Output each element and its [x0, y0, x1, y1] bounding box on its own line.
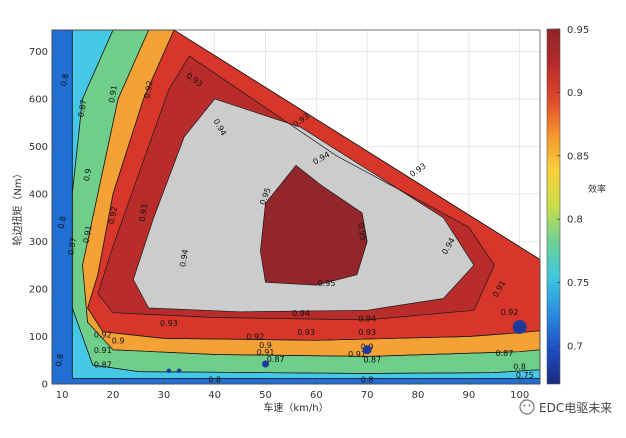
- contour-label: 0.92: [94, 331, 112, 340]
- colorbar-tick-label: 0.95: [567, 25, 589, 36]
- x-tick-label: 60: [310, 390, 323, 401]
- contour-label: 0.75: [516, 371, 534, 380]
- contour-label: 0.87: [496, 349, 514, 358]
- y-tick-label: 100: [29, 332, 48, 343]
- contour-label: 0.91: [82, 225, 94, 244]
- region-0.85: [72, 30, 541, 374]
- colorbar-tick-label: 0.85: [567, 151, 589, 162]
- wechat-icon-eye-right: [528, 404, 531, 407]
- contour-label: 0.8: [513, 362, 526, 371]
- x-tick-label: 20: [107, 390, 120, 401]
- y-tick-label: 200: [29, 284, 48, 295]
- y-tick-label: 300: [29, 237, 48, 248]
- x-axis-ticks: 10 20 30 40 50 60 70 80 90 100: [56, 380, 529, 401]
- watermark-text: EDC电驱未来: [539, 401, 612, 415]
- contour-label: 0.87: [77, 99, 89, 118]
- contour-label: 0.9: [112, 337, 125, 346]
- plot-frame: [51, 29, 541, 385]
- x-tick-label: 90: [462, 390, 475, 401]
- colorbar-tick-label: 0.7: [567, 341, 583, 352]
- operating-points: [166, 319, 527, 373]
- contour-label: 0.92: [501, 308, 519, 317]
- y-tick-label: 700: [29, 47, 48, 58]
- x-tick-label: 10: [56, 390, 69, 401]
- contour-label: 0.91: [94, 346, 112, 355]
- contour-label: 0.87: [66, 237, 78, 256]
- region-0.95: [260, 165, 368, 286]
- operating-point: [166, 368, 172, 373]
- colorbar-ticks: 0.7 0.75 0.8 0.85 0.9 0.95: [557, 25, 589, 352]
- x-tick-label: 70: [361, 390, 374, 401]
- contour-line-0.95: [260, 165, 368, 286]
- contour-label: 0.94: [358, 314, 376, 323]
- contour-label: 0.93: [138, 203, 150, 222]
- contour-label: 0.91: [107, 85, 119, 104]
- wechat-icon: [519, 399, 535, 415]
- watermark: EDC电驱未来: [519, 399, 612, 415]
- y-axis-ticks: 0 100 200 300 400 500 600 700: [29, 47, 56, 391]
- contour-label: 0.94: [292, 309, 310, 318]
- x-tick-label: 80: [412, 390, 425, 401]
- contour-label: 0.93: [358, 328, 376, 337]
- x-tick-label: 40: [208, 390, 221, 401]
- contour-label: 0.92: [107, 206, 119, 225]
- contour-line-0.94: [132, 98, 475, 313]
- contour-label: 0.8: [54, 353, 65, 367]
- contour-label: 0.87: [267, 355, 285, 364]
- contour-label: 0.9: [82, 168, 93, 182]
- y-tick-label: 600: [29, 94, 48, 105]
- y-tick-label: 500: [29, 142, 48, 153]
- contour-label: 0.91: [257, 348, 275, 357]
- contour-regions: [52, 30, 541, 384]
- contour-label: 0.93: [160, 319, 178, 328]
- colorbar-title: 效率: [588, 183, 606, 195]
- operating-point: [362, 345, 372, 355]
- contour-label: 0.9: [259, 341, 272, 350]
- wechat-icon-eye-left: [523, 404, 526, 407]
- contour-label: 0.87: [94, 360, 112, 369]
- operating-point: [512, 319, 527, 334]
- contour-label: 0.92: [246, 332, 264, 341]
- x-axis-title: 车速（km/h）: [263, 401, 328, 414]
- contour-label: 0.92: [143, 80, 155, 99]
- y-tick-label: 400: [29, 189, 48, 200]
- contour-label: 0.87: [363, 356, 381, 365]
- operating-point: [262, 360, 269, 368]
- y-tick-label: 0: [42, 380, 48, 391]
- contour-label: 0.95: [356, 222, 368, 241]
- contour-label: 0.91: [348, 350, 366, 359]
- colorbar-tick-label: 0.75: [567, 278, 589, 289]
- x-tick-label: 50: [259, 390, 272, 401]
- contour-line-0.93: [97, 55, 495, 321]
- contour-label: 0.93: [297, 328, 315, 337]
- colorbar-tick-label: 0.8: [567, 215, 583, 226]
- y-axis-title: 轮边扭矩（Nm）: [11, 168, 24, 245]
- contour-label: 0.8: [57, 215, 68, 229]
- contour-label: 0.95: [318, 279, 336, 288]
- contour-label: 0.94: [178, 249, 190, 268]
- operating-point: [176, 368, 182, 373]
- colorbar-tick-label: 0.9: [567, 88, 583, 99]
- x-tick-label: 30: [157, 390, 170, 401]
- colorbar: [546, 28, 561, 385]
- x-tick-label: 100: [510, 390, 529, 401]
- contour-label: 0.8: [59, 73, 70, 87]
